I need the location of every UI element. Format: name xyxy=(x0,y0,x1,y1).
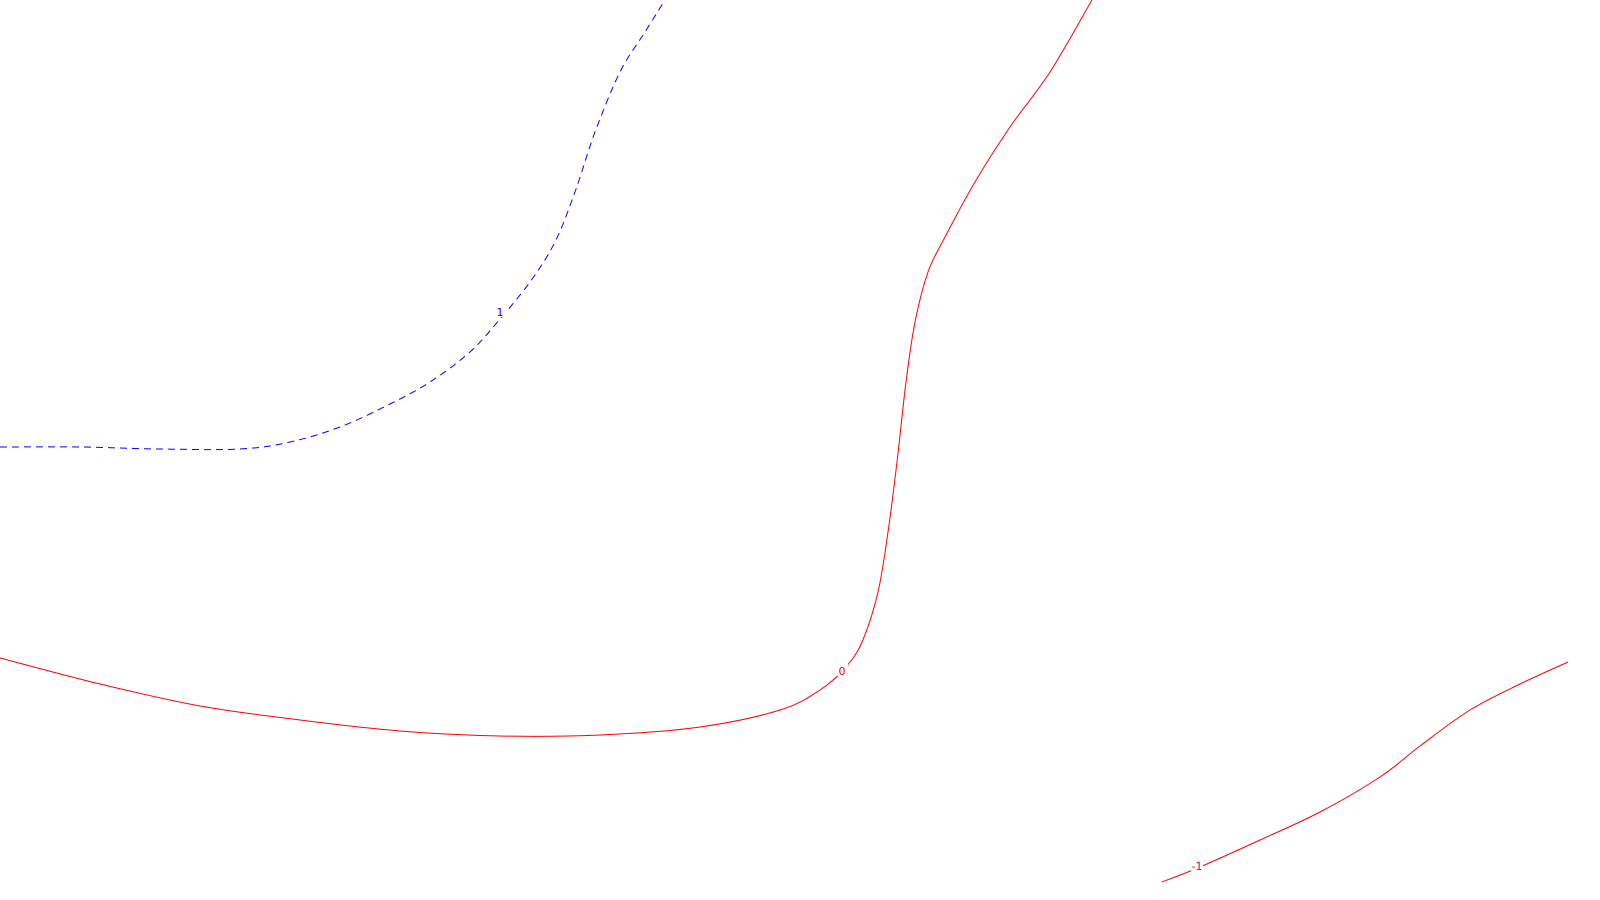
contour-label-gap-minus-1 xyxy=(1191,859,1203,871)
contour-label-level-minus-1: -1 xyxy=(1192,860,1203,873)
contour-label-gap-1 xyxy=(494,305,506,317)
contour-label-level-0: 0 xyxy=(839,665,846,678)
contour-line-level-1 xyxy=(0,0,666,451)
contour-line-level-0 xyxy=(0,0,1093,737)
contour-line-level-minus-1 xyxy=(1161,661,1569,883)
contour-label-level-1: 1 xyxy=(497,306,504,319)
contour-label-gap-0 xyxy=(836,664,848,676)
